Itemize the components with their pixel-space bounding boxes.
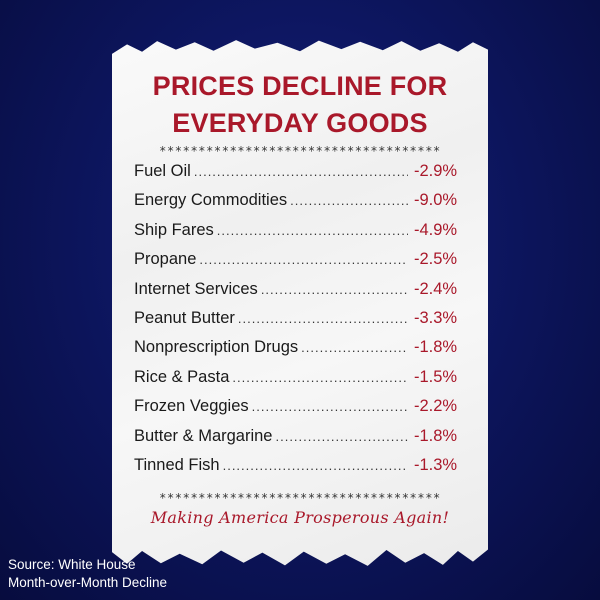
- item-value: -3.3%: [414, 308, 458, 327]
- dot-leader: [290, 193, 408, 208]
- list-item: Propane -2.5%: [134, 250, 470, 279]
- item-value: -2.9%: [414, 162, 458, 180]
- item-label: Ship Fares: [134, 220, 214, 239]
- item-value: -1.3%: [414, 455, 458, 474]
- item-value: -2.5%: [414, 250, 458, 269]
- list-item: Frozen Veggies -2.2%: [134, 397, 470, 426]
- dot-leader: [217, 223, 408, 238]
- dot-leader: [261, 282, 408, 297]
- dot-leader: [223, 458, 408, 473]
- list-item: Tinned Fish -1.3%: [134, 456, 470, 485]
- item-value: -4.9%: [414, 220, 458, 239]
- item-label: Nonprescription Drugs: [134, 338, 299, 357]
- list-item: Internet Services -2.4%: [134, 280, 470, 309]
- stars-divider-bottom: ************************************: [159, 492, 441, 504]
- list-item: Energy Commodities -9.0%: [134, 191, 470, 220]
- dot-leader: [275, 429, 408, 444]
- price-list: Fuel Oil -2.9% Energy Commodities -9.0% …: [134, 162, 470, 485]
- source-text: Source: White House: [8, 557, 136, 572]
- item-value: -2.2%: [414, 397, 458, 416]
- item-value: -9.0%: [414, 191, 458, 210]
- dot-leader: [238, 311, 408, 326]
- list-item: Peanut Butter -3.3%: [134, 309, 470, 338]
- item-label: Rice & Pasta: [134, 367, 230, 386]
- receipt-card: PRICES DECLINE FOR EVERYDAY GOODS ******…: [112, 40, 488, 566]
- title-line-2: EVERYDAY GOODS: [172, 108, 428, 138]
- source-footer: Source: White House Month-over-Month Dec…: [8, 556, 167, 592]
- item-label: Peanut Butter: [134, 308, 235, 327]
- dot-leader: [194, 164, 408, 179]
- item-label: Propane: [134, 250, 197, 269]
- footnote-text: Month-over-Month Decline: [8, 575, 168, 590]
- dot-leader: [301, 340, 408, 355]
- item-value: -1.5%: [414, 367, 458, 386]
- dot-leader: [232, 370, 408, 385]
- list-item: Rice & Pasta -1.5%: [134, 368, 470, 397]
- item-value: -1.8%: [414, 426, 458, 445]
- receipt-title: PRICES DECLINE FOR EVERYDAY GOODS: [112, 68, 488, 142]
- receipt-tagline: Making America Prosperous Again!: [150, 508, 450, 527]
- list-item: Nonprescription Drugs -1.8%: [134, 338, 470, 367]
- title-line-1: PRICES DECLINE FOR: [152, 71, 448, 101]
- item-label: Internet Services: [134, 279, 258, 298]
- item-label: Tinned Fish: [134, 455, 220, 474]
- dot-leader: [252, 399, 408, 414]
- item-label: Fuel Oil: [134, 162, 191, 180]
- item-label: Butter & Margarine: [134, 426, 273, 445]
- item-value: -2.4%: [414, 279, 458, 298]
- item-label: Frozen Veggies: [134, 397, 249, 416]
- item-label: Energy Commodities: [134, 191, 288, 210]
- list-item: Butter & Margarine -1.8%: [134, 427, 470, 456]
- list-item: Ship Fares -4.9%: [134, 221, 470, 250]
- list-item: Fuel Oil -2.9%: [134, 162, 470, 191]
- dot-leader: [199, 252, 408, 267]
- item-value: -1.8%: [414, 338, 458, 357]
- stars-divider-top: ************************************: [159, 145, 441, 157]
